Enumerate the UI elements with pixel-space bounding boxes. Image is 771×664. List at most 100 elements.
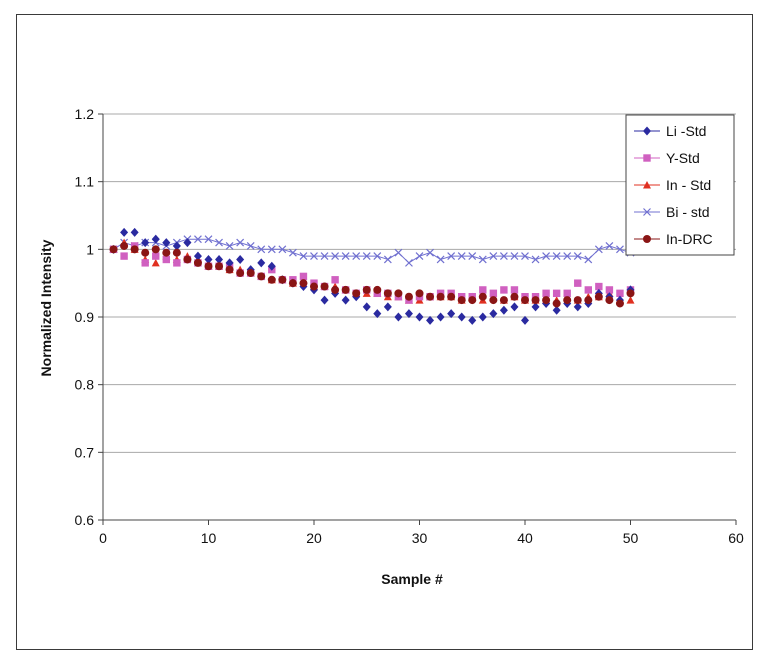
data-point — [573, 252, 582, 261]
data-point — [436, 292, 445, 301]
data-point — [225, 265, 234, 274]
data-point — [236, 254, 245, 264]
data-point — [141, 238, 150, 248]
data-point — [489, 252, 498, 261]
data-point — [362, 285, 371, 294]
y-tick-label: 0.7 — [75, 444, 95, 460]
data-point — [468, 315, 477, 325]
series-in-drc — [109, 241, 635, 308]
data-point — [331, 276, 339, 284]
data-point — [615, 299, 624, 308]
data-point — [521, 252, 529, 261]
data-point — [510, 292, 519, 301]
data-point — [320, 282, 329, 291]
data-point — [162, 248, 171, 257]
data-point — [436, 312, 445, 322]
data-point — [405, 258, 413, 267]
data-point — [352, 252, 361, 261]
y-tick-label: 0.6 — [75, 512, 95, 528]
y-tick-label: 1.1 — [75, 174, 95, 190]
legend-marker — [643, 208, 651, 216]
data-point — [563, 289, 571, 298]
data-point — [204, 262, 213, 271]
data-point — [489, 289, 498, 298]
legend-label: Bi - std — [666, 204, 710, 220]
data-point — [426, 248, 434, 257]
data-point — [478, 292, 487, 301]
data-point — [415, 252, 424, 261]
y-tick-labels: 0.6 0.7 0.8 0.9 1 1.1 1.2 — [75, 106, 95, 528]
data-point — [373, 252, 382, 261]
data-point — [584, 286, 592, 294]
data-point — [552, 305, 561, 315]
data-point — [383, 255, 392, 264]
data-point — [267, 261, 276, 271]
data-point — [489, 296, 498, 305]
data-point — [531, 296, 540, 305]
data-point — [193, 251, 202, 261]
legend-marker — [643, 154, 651, 162]
data-point — [373, 285, 382, 294]
x-tick-label: 20 — [306, 530, 322, 546]
series-line — [113, 238, 631, 264]
x-tick-label: 60 — [728, 530, 744, 546]
data-point — [341, 285, 350, 294]
data-point — [130, 245, 139, 254]
data-point — [616, 245, 624, 254]
data-point — [352, 289, 361, 298]
data-point — [626, 289, 635, 298]
data-point — [236, 269, 245, 278]
data-point — [584, 296, 593, 305]
data-point — [299, 279, 308, 288]
data-point — [531, 255, 540, 264]
data-point — [173, 259, 181, 267]
data-point — [521, 315, 529, 325]
data-point — [215, 238, 223, 247]
data-point — [310, 282, 318, 291]
data-point — [183, 238, 192, 248]
data-point — [172, 241, 181, 251]
x-axis-title: Sample # — [381, 571, 443, 587]
data-point — [404, 292, 413, 301]
x-tick-label: 30 — [412, 530, 428, 546]
data-point — [120, 252, 128, 260]
y-tick-label: 0.9 — [75, 309, 95, 325]
data-point — [489, 309, 498, 319]
legend-marker — [643, 181, 651, 189]
data-point — [595, 282, 603, 291]
data-point — [510, 252, 519, 261]
data-point — [362, 252, 371, 261]
legend: Li -Std Y-Std In - Std Bi - std In-DRC — [625, 114, 735, 256]
data-point — [626, 296, 635, 304]
data-point — [457, 296, 466, 305]
data-point — [552, 299, 561, 308]
data-point — [584, 255, 593, 264]
data-point — [594, 292, 603, 301]
data-point — [246, 242, 255, 250]
data-point — [605, 296, 614, 305]
y-tick-label: 1.2 — [75, 106, 95, 122]
data-point — [152, 252, 160, 260]
x-tick-label: 40 — [517, 530, 533, 546]
data-point — [288, 248, 297, 257]
data-point — [447, 309, 456, 319]
data-point — [120, 227, 129, 237]
data-point — [394, 248, 403, 257]
data-point — [162, 255, 170, 264]
data-point — [457, 252, 466, 261]
series-li-std — [109, 227, 635, 325]
data-point — [246, 269, 255, 278]
data-point — [563, 252, 572, 261]
data-point — [468, 252, 477, 261]
data-point — [478, 312, 487, 322]
data-point — [447, 292, 456, 301]
y-axis-title: Normalized Intensity — [38, 239, 54, 376]
data-point — [499, 296, 508, 305]
data-point — [415, 312, 424, 322]
data-point — [531, 302, 540, 312]
data-point — [141, 259, 149, 267]
data-point — [499, 252, 508, 261]
data-point — [267, 245, 276, 254]
data-point — [151, 258, 160, 267]
data-point — [257, 258, 266, 268]
